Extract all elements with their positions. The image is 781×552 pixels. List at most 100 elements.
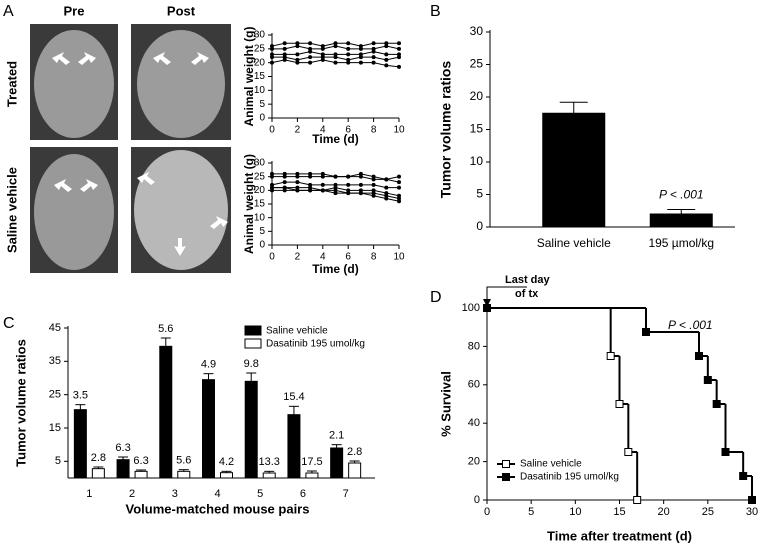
point	[346, 191, 351, 196]
point	[397, 196, 401, 201]
point	[358, 171, 363, 176]
point	[333, 41, 338, 46]
bar	[348, 462, 362, 479]
column-label: Pre	[64, 3, 85, 18]
bar-label: 4.9	[201, 359, 216, 371]
point	[308, 171, 313, 176]
point	[384, 185, 389, 190]
point	[358, 182, 363, 187]
brain	[34, 154, 114, 270]
x-tick-label: Saline vehicle	[537, 236, 611, 250]
point	[282, 171, 287, 176]
point	[270, 55, 274, 60]
bar	[134, 470, 148, 479]
y-tick-label: 5	[476, 187, 483, 201]
panel-label: D	[430, 289, 442, 306]
x-tick-label: 195 µmol/kg	[648, 236, 714, 250]
x-tick-label: 10	[393, 252, 405, 263]
point	[346, 57, 351, 62]
legend-swatch	[244, 338, 262, 349]
point	[308, 60, 313, 65]
y-tick-label: 0	[259, 113, 265, 124]
x-tick-label: 4	[214, 488, 220, 500]
y-tick-label: 5	[259, 99, 265, 110]
point	[295, 44, 300, 49]
point	[308, 185, 313, 190]
marker	[712, 400, 721, 408]
arrows	[52, 52, 228, 256]
point	[358, 191, 363, 196]
marker	[615, 400, 624, 408]
point	[384, 63, 389, 68]
x-tick-label: 2	[129, 488, 135, 500]
point	[295, 52, 300, 57]
point	[308, 182, 313, 187]
point	[320, 182, 325, 187]
legend-label: Dasatinib 195 umol/kg	[266, 339, 365, 350]
point	[397, 52, 401, 57]
x-tick-label: 0	[269, 252, 275, 263]
point	[384, 191, 389, 196]
row-label: Saline vehicle	[4, 167, 19, 253]
y-tick-label: 15	[254, 199, 266, 210]
point	[384, 57, 389, 62]
y-tick-label: 25	[470, 57, 484, 71]
y-tick-label: 80	[468, 340, 480, 352]
point	[308, 55, 313, 60]
point	[295, 41, 300, 46]
point	[282, 41, 287, 46]
x-tick-label: 15	[613, 506, 625, 518]
point	[295, 185, 300, 190]
point	[320, 57, 325, 62]
marker	[721, 448, 730, 456]
y-tick-label: 25	[254, 171, 266, 182]
point	[295, 180, 300, 185]
point	[333, 188, 338, 193]
point	[333, 182, 338, 187]
point	[282, 52, 287, 57]
point	[346, 174, 351, 179]
point	[333, 52, 338, 57]
x-axis-label: Time (d)	[312, 262, 358, 276]
marker	[748, 496, 756, 504]
y-axis-label: Tumor volume ratios	[13, 339, 28, 467]
panel-label: A	[3, 3, 14, 20]
y-tick-label: 10	[254, 85, 266, 96]
point	[346, 182, 351, 187]
point	[320, 44, 325, 49]
point	[346, 60, 351, 65]
y-tick-label: 20	[470, 89, 484, 103]
y-tick-label: 5	[259, 226, 265, 237]
bar	[244, 380, 258, 479]
point	[282, 174, 287, 179]
point	[295, 171, 300, 176]
x-tick-label: 8	[371, 125, 377, 136]
point	[371, 191, 376, 196]
bar	[305, 472, 319, 479]
y-tick-label: 100	[462, 302, 480, 314]
point	[282, 57, 287, 62]
legend-label: Saline vehicle	[520, 459, 582, 470]
y-tick-label: 5	[55, 455, 61, 467]
point	[282, 46, 287, 51]
point	[371, 46, 376, 51]
point	[270, 185, 274, 190]
point	[358, 60, 363, 65]
y-tick-label: 0	[259, 240, 265, 251]
point	[371, 174, 376, 179]
point	[295, 60, 300, 65]
marker	[606, 352, 615, 360]
x-tick-label: 25	[702, 506, 714, 518]
bar	[649, 213, 713, 228]
bar	[202, 379, 215, 479]
point	[358, 52, 363, 57]
y-axis-label: % Survival	[438, 371, 453, 437]
point	[282, 185, 287, 190]
y-tick-label: 15	[254, 71, 266, 82]
x-tick-label: 6	[345, 252, 351, 263]
point	[397, 46, 401, 51]
bar-label: 15.4	[283, 391, 304, 403]
x-tick-label: 8	[371, 252, 377, 263]
point	[397, 174, 401, 179]
